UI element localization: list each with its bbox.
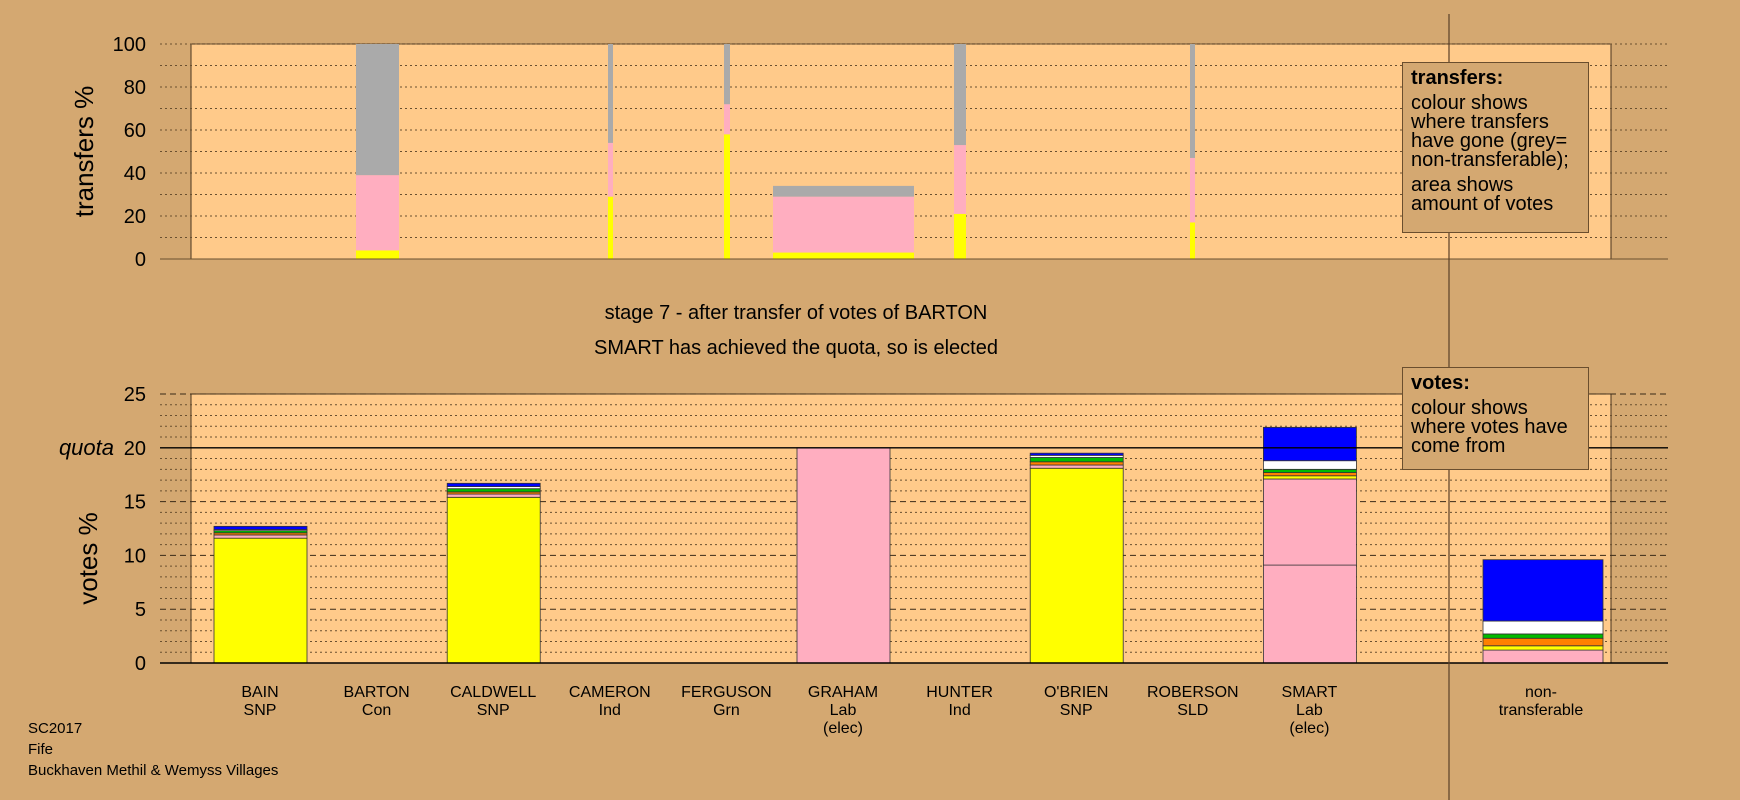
transfers-y-tick-label: 60 [124, 120, 146, 142]
votes-y-tick-label: 5 [135, 599, 146, 621]
quota-tick-label: 20 [124, 438, 146, 460]
candidate-party-obrien: SNP [1060, 702, 1093, 719]
transfers-y-tick-label: 100 [113, 34, 146, 56]
candidate-name-ferguson: FERGUSON [681, 684, 772, 701]
votes-y-tick-label: 10 [124, 545, 146, 567]
candidate-name-caldwell: CALDWELL [450, 684, 536, 701]
vote-bar-nontransferable-grn [1482, 633, 1604, 639]
votes-y-tick-label: 0 [135, 653, 146, 675]
candidate-status-smart: (elec) [1289, 720, 1329, 737]
transfer-bar-hunter-snp [954, 213, 966, 259]
vote-bar-nontransferable-snp [1482, 645, 1604, 651]
transfer-bar-roberson-nontransferable [1190, 44, 1195, 158]
vote-bar-smart-con [1263, 426, 1357, 462]
vote-bar-smart-lab [1263, 564, 1357, 664]
vote-bar-obrien-snp [1029, 467, 1124, 664]
quota-label: quota [59, 435, 114, 460]
transfer-bar-roberson-lab [1190, 157, 1195, 223]
transfer-bar-hunter-nontransferable [954, 44, 966, 146]
candidate-name-roberson: ROBERSON [1147, 684, 1239, 701]
candidate-status-graham: (elec) [823, 720, 863, 737]
vote-bar-smart-snp [1263, 475, 1357, 480]
votes-legend: votes: colour shows where votes have com… [1402, 367, 1589, 470]
vote-bar-obrien-con [1029, 452, 1124, 456]
transfer-bar-roberson-snp [1190, 222, 1195, 259]
transfer-bar-ferguson-snp [724, 134, 730, 259]
vote-bar-bain-con [213, 525, 308, 530]
transfer-bar-cameron-nontransferable [608, 44, 613, 143]
transfers-legend-colour-text: colour shows where transfers have gone (… [1411, 92, 1569, 171]
vote-bar-caldwell-lab [446, 493, 541, 498]
transfers-legend-area-text: area shows amount of votes [1411, 174, 1554, 215]
votes-y-axis-label: votes % [73, 512, 103, 605]
candidate-name-cameron: CAMERON [569, 684, 651, 701]
candidate-name-bain: BAIN [241, 684, 278, 701]
votes-plot-area [190, 393, 1612, 664]
transfers-y-tick-label: 20 [124, 206, 146, 228]
vote-bar-smart-lab [1263, 478, 1357, 566]
candidate-party-cameron: Ind [599, 702, 621, 719]
transfers-y-tick-label: 40 [124, 163, 146, 185]
footer-election: SC2017 [28, 720, 83, 737]
transfer-bar-ferguson-lab [724, 104, 730, 135]
transfers-y-axis-label: transfers % [69, 86, 99, 218]
candidate-party-graham: Lab [830, 702, 857, 719]
candidate-party-smart: Lab [1296, 702, 1323, 719]
vote-bar-graham-lab [796, 447, 891, 664]
nontransferable-label-line1: non- [1525, 684, 1557, 701]
vote-bar-smart-grn [1263, 468, 1357, 473]
candidate-name-barton: BARTON [344, 684, 410, 701]
transfer-bar-graham-nontransferable [773, 185, 914, 197]
vote-bar-bain-lab [213, 534, 308, 539]
vote-bar-obrien-ind [1029, 461, 1124, 466]
vote-bar-nontransferable-ind [1482, 637, 1604, 647]
transfers-legend-title: transfers: [1411, 67, 1504, 89]
transfer-bar-graham-snp [773, 252, 914, 259]
stage-title: stage 7 - after transfer of votes of BAR… [605, 302, 988, 324]
transfer-bar-cameron-lab [608, 142, 613, 197]
votes-legend-title: votes: [1411, 372, 1470, 394]
transfer-bar-graham-lab [773, 196, 914, 253]
footer-council: Fife [28, 741, 54, 758]
votes-legend-colour-text: colour shows where votes have come from [1411, 397, 1568, 457]
candidate-name-obrien: O'BRIEN [1044, 684, 1108, 701]
transfers-y-tick-label: 0 [135, 249, 146, 271]
candidate-party-caldwell: SNP [477, 702, 510, 719]
vote-bar-nontransferable-con [1482, 559, 1604, 622]
candidate-party-ferguson: Grn [713, 702, 740, 719]
vote-bar-smart-sld [1263, 460, 1357, 470]
candidate-name-smart: SMART [1282, 684, 1338, 701]
vote-bar-obrien-lab [1029, 464, 1124, 469]
stage-subtitle: SMART has achieved the quota, so is elec… [594, 337, 998, 359]
vote-bar-caldwell-con [446, 482, 541, 487]
transfer-bar-barton-lab [356, 175, 399, 251]
candidate-party-bain: SNP [244, 702, 277, 719]
vote-bar-caldwell-grn [446, 488, 541, 493]
vote-bar-caldwell-snp [446, 496, 541, 664]
transfers-y-tick-label: 80 [124, 77, 146, 99]
candidate-party-barton: Con [362, 702, 391, 719]
vote-bar-nontransferable-lab [1482, 649, 1604, 664]
vote-bar-nontransferable-sld [1482, 620, 1604, 635]
vote-bar-bain-snp [213, 537, 308, 664]
vote-bar-obrien-grn [1029, 457, 1124, 463]
votes-y-tick-label: 25 [124, 384, 146, 406]
transfer-bar-cameron-snp [608, 196, 613, 259]
transfers-legend: transfers: colour shows where transfers … [1402, 62, 1589, 233]
vote-bar-smart-ind [1263, 472, 1357, 477]
nontransferable-label-line2: transferable [1499, 702, 1584, 719]
candidate-party-hunter: Ind [948, 702, 970, 719]
votes-y-tick-label: 15 [124, 492, 146, 514]
transfer-bar-ferguson-nontransferable [724, 44, 730, 105]
transfer-bar-hunter-lab [954, 145, 966, 214]
candidate-party-roberson: SLD [1177, 702, 1208, 719]
transfer-bar-barton-nontransferable [356, 44, 399, 176]
transfer-bar-barton-snp [356, 250, 399, 259]
footer-ward: Buckhaven Methil & Wemyss Villages [28, 762, 279, 779]
candidate-name-graham: GRAHAM [808, 684, 878, 701]
candidate-name-hunter: HUNTER [926, 684, 993, 701]
